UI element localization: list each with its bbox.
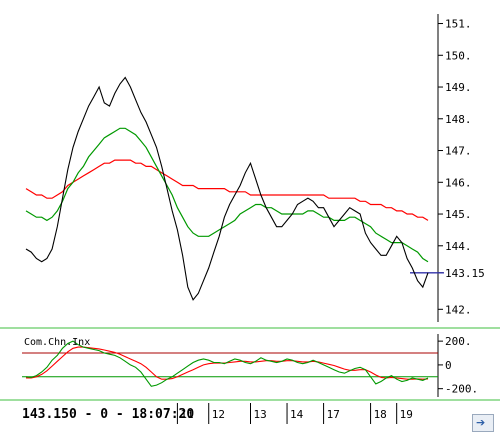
- price-line: [25, 76, 429, 301]
- price-y-tick-label: 151.: [445, 18, 472, 31]
- date-axis-label: 18: [374, 408, 387, 421]
- date-axis-label: 12: [212, 408, 225, 421]
- price-y-tick-label: 146.: [445, 176, 472, 189]
- indicator-y-tick-label: 200.: [445, 335, 472, 348]
- indicator-title: Com.Chn.Inx: [24, 337, 90, 348]
- date-axis-label: 19: [400, 408, 413, 421]
- date-axis-label: 17: [327, 408, 340, 421]
- price-y-tick-label: 149.: [445, 81, 472, 94]
- indicator-y-tick-label: -200.: [445, 383, 478, 396]
- price-y-tick-label: 148.: [445, 113, 472, 126]
- short-moving-average-line: [25, 127, 429, 263]
- price-y-tick-label: 142.: [445, 303, 472, 316]
- price-y-tick-label: 145.: [445, 208, 472, 221]
- price-y-tick-label: 147.: [445, 145, 472, 158]
- date-axis-label: 14: [290, 408, 304, 421]
- long-moving-average-line: [25, 159, 429, 221]
- date-axis: 11 12 13 14 17 18 19: [176, 403, 413, 424]
- chart-menu-button[interactable]: ➔: [472, 414, 494, 432]
- price-y-tick-label: 144.: [445, 240, 472, 253]
- indicator-y-tick-label: 0: [445, 359, 452, 372]
- chart-menu-icon: ➔: [476, 416, 486, 429]
- price-y-tick-label: 150.: [445, 49, 472, 62]
- date-axis-label: 11: [180, 408, 193, 421]
- indicator-fast-line: [25, 340, 429, 387]
- last-price-label: 143.15: [445, 267, 485, 280]
- status-readout: 143.150 - 0 - 18:07:20: [22, 407, 194, 422]
- price-panel: 151. 150. 149. 148. 147. 146. 145. 144. 143.15 14…: [0, 14, 500, 401]
- indicator-panel: 200. 0 -200. Com.Chn.Inx: [22, 334, 478, 397]
- date-axis-label: 13: [253, 408, 266, 421]
